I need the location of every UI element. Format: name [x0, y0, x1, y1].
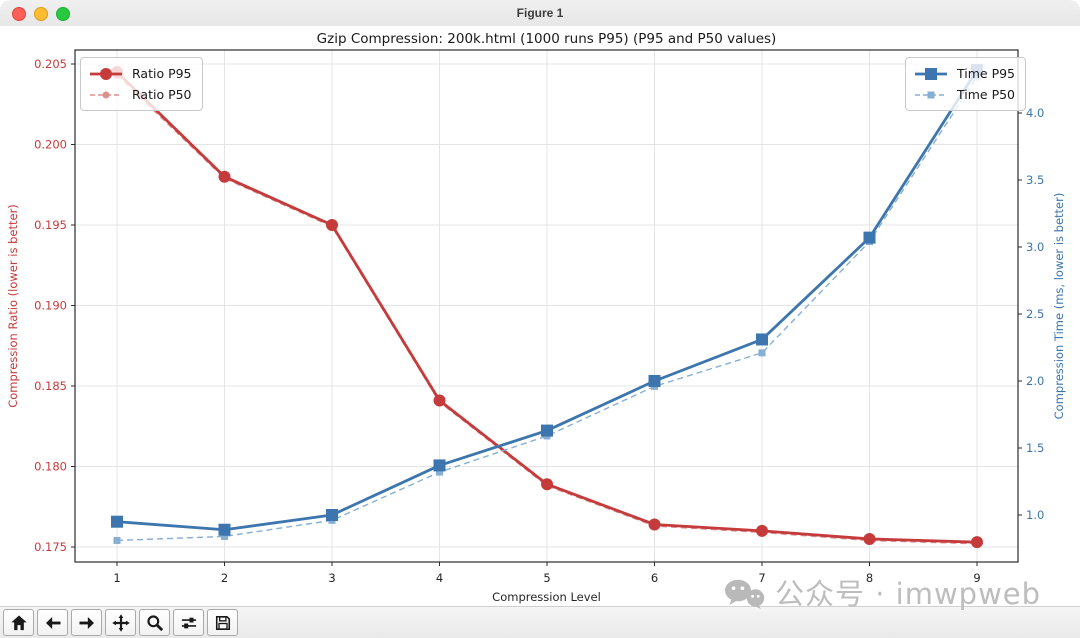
ratio-p95-line-sample: [89, 66, 123, 82]
svg-text:1: 1: [113, 571, 120, 585]
sliders-icon: [181, 617, 196, 628]
close-button[interactable]: [12, 7, 26, 21]
back-arrow-icon: [45, 616, 60, 629]
pan-icon: [111, 613, 130, 632]
svg-text:3.5: 3.5: [1026, 173, 1044, 187]
magnifier-icon: [146, 614, 163, 631]
y-axis-time: 1.0 1.5 2.0 2.5 3.0 3.5 4.0 Compression Time (m…: [1018, 106, 1066, 522]
ratio-p50-line-sample: [89, 87, 123, 103]
svg-text:4.0: 4.0: [1026, 106, 1044, 120]
fullscreen-button[interactable]: [56, 7, 70, 21]
svg-text:2.5: 2.5: [1026, 307, 1044, 321]
legend-ratio: Ratio P95 Ratio P50: [80, 57, 203, 111]
pan-button[interactable]: [105, 609, 136, 636]
chart-canvas[interactable]: 1 2 3 4 5 6 7 8 9 Compression Level 0.175 0.180 0.18…: [0, 26, 1080, 606]
time-p50-line-sample: [914, 87, 948, 103]
titlebar[interactable]: Figure 1: [0, 0, 1080, 27]
legend-item-ratio-p95: Ratio P95: [89, 63, 192, 84]
svg-text:5: 5: [543, 571, 550, 585]
svg-text:2.0: 2.0: [1026, 374, 1044, 388]
legend-label: Ratio P50: [132, 87, 192, 102]
svg-text:8: 8: [866, 571, 873, 585]
home-icon: [10, 615, 27, 630]
svg-text:0.180: 0.180: [34, 460, 67, 474]
legend-time: Time P95 Time P50: [905, 57, 1027, 111]
minimize-button[interactable]: [34, 7, 48, 21]
legend-label: Time P50: [957, 87, 1016, 102]
svg-text:Compression Level: Compression Level: [492, 590, 601, 604]
svg-text:2: 2: [221, 571, 228, 585]
y-axis-ratio: 0.175 0.180 0.185 0.190 0.195 0.200 0.205 Compr…: [6, 57, 75, 554]
series-ratio-p95: [111, 66, 983, 549]
back-button[interactable]: [37, 609, 68, 636]
svg-text:0.175: 0.175: [34, 540, 67, 554]
traffic-lights: [12, 7, 70, 21]
legend-label: Ratio P95: [132, 66, 192, 81]
forward-button[interactable]: [71, 609, 102, 636]
legend-item-time-p50: Time P50: [914, 84, 1015, 105]
svg-text:4: 4: [436, 571, 443, 585]
window-title: Figure 1: [516, 6, 564, 20]
svg-text:3.0: 3.0: [1026, 240, 1044, 254]
navigation-toolbar: [0, 606, 1080, 638]
zoom-button[interactable]: [139, 609, 170, 636]
svg-text:1.0: 1.0: [1026, 508, 1044, 522]
save-button[interactable]: [207, 609, 238, 636]
legend-item-time-p95: Time P95: [914, 63, 1015, 84]
home-button[interactable]: [3, 609, 34, 636]
save-floppy-icon: [215, 615, 230, 630]
chart-title: Gzip Compression: 200k.html (1000 runs P…: [317, 31, 777, 47]
svg-text:Compression Time (ms, lower is: Compression Time (ms, lower is better): [1052, 193, 1066, 420]
svg-text:0.195: 0.195: [34, 218, 67, 232]
svg-text:0.190: 0.190: [34, 299, 67, 313]
x-axis: 1 2 3 4 5 6 7 8 9 Compression Level: [113, 562, 981, 604]
svg-text:1.5: 1.5: [1026, 441, 1044, 455]
grid: [75, 50, 1018, 562]
forward-arrow-icon: [79, 616, 94, 629]
svg-text:0.185: 0.185: [34, 379, 67, 393]
svg-text:6: 6: [651, 571, 658, 585]
svg-text:Compression Ratio (lower is be: Compression Ratio (lower is better): [6, 204, 20, 408]
figure-canvas[interactable]: 1 2 3 4 5 6 7 8 9 Compression Level 0.175 0.180 0.18…: [0, 26, 1080, 606]
svg-text:7: 7: [758, 571, 765, 585]
legend-item-ratio-p50: Ratio P50: [89, 84, 192, 105]
time-p95-line-sample: [914, 66, 948, 82]
svg-text:3: 3: [328, 571, 335, 585]
svg-text:0.200: 0.200: [34, 138, 67, 152]
subplots-button[interactable]: [173, 609, 204, 636]
legend-label: Time P95: [957, 66, 1016, 81]
svg-text:0.205: 0.205: [34, 57, 67, 71]
svg-text:9: 9: [973, 571, 980, 585]
